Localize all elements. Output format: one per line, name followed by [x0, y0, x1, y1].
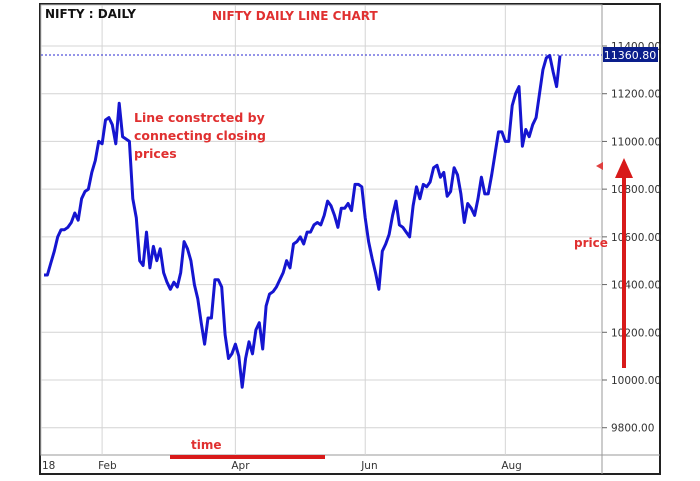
y-tick-label: 11000.00 — [611, 136, 661, 148]
x-tick-label: Apr — [231, 460, 250, 472]
x-tick-label: Aug — [501, 460, 522, 472]
time-label: time — [191, 438, 222, 452]
price-pointer-marker — [596, 162, 603, 170]
last-price-box — [603, 47, 658, 62]
x-tick-label: 18 — [42, 460, 55, 472]
y-axis-ticks: 9800.00 10000.00 10200.00 10400.00 10600.00 1… — [602, 41, 661, 435]
chart-title: NIFTY DAILY LINE CHART — [212, 9, 378, 23]
chart-frame — [39, 3, 661, 475]
y-tick-label: 10400.00 — [611, 280, 661, 292]
y-tick-label: 10000.00 — [611, 375, 661, 387]
series-line-nifty-close — [44, 54, 562, 389]
ticker-label: NIFTY : DAILY — [45, 7, 136, 21]
y-tick-label: 10800.00 — [611, 184, 661, 196]
y-tick-label: 10600.00 — [611, 232, 661, 244]
price-arrow-head — [615, 158, 633, 178]
y-tick-label: 9800.00 — [611, 423, 654, 435]
y-tick-label: 11200.00 — [611, 89, 661, 101]
annotation-line-3: prices — [134, 146, 177, 161]
plot-area — [40, 4, 603, 456]
y-tick-label: 10200.00 — [611, 327, 661, 339]
x-tick-label: Jun — [360, 460, 377, 472]
annotation-line-2: connecting closing — [134, 128, 266, 143]
x-tick-label: Feb — [98, 460, 117, 472]
annotation-line-1: Line constrcted by — [134, 110, 265, 125]
x-axis-ticks: 18 Feb Apr Jun Aug — [42, 460, 522, 472]
price-label: price — [574, 236, 608, 250]
last-price-label: 11360.80 — [604, 49, 657, 62]
